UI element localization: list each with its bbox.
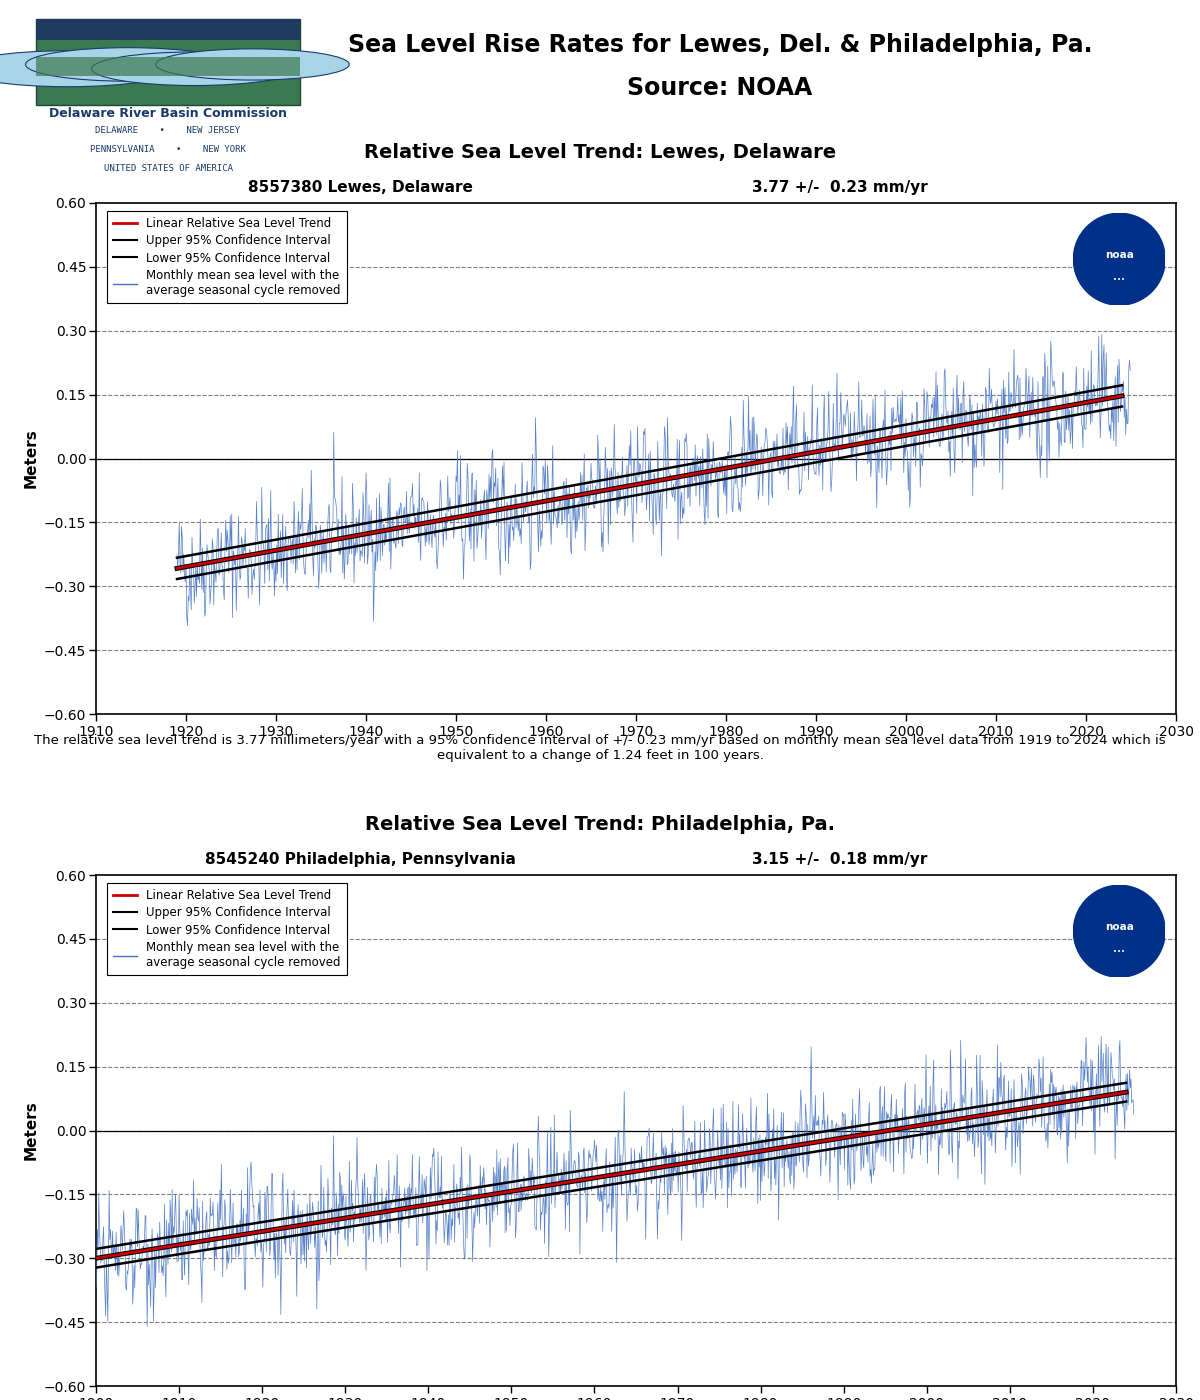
Bar: [36, 20, 300, 39]
Text: The relative sea level trend is 3.77 millimeters/year with a 95% confidence inte: The relative sea level trend is 3.77 mil…: [34, 734, 1166, 762]
Text: Relative Sea Level Trend: Lewes, Delaware: Relative Sea Level Trend: Lewes, Delawar…: [364, 143, 836, 162]
Y-axis label: Meters: Meters: [23, 428, 38, 489]
Text: Source: NOAA: Source: NOAA: [628, 76, 812, 99]
Legend: Linear Relative Sea Level Trend, Upper 95% Confidence Interval, Lower 95% Confid: Linear Relative Sea Level Trend, Upper 9…: [107, 211, 347, 302]
Text: 8557380 Lewes, Delaware: 8557380 Lewes, Delaware: [247, 181, 473, 195]
Text: DELAWARE    •    NEW JERSEY: DELAWARE • NEW JERSEY: [96, 126, 240, 136]
Text: 3.15 +/-  0.18 mm/yr: 3.15 +/- 0.18 mm/yr: [752, 853, 928, 867]
Text: PENNSYLVANIA    •    NEW YORK: PENNSYLVANIA • NEW YORK: [90, 146, 246, 154]
Y-axis label: Meters: Meters: [23, 1100, 38, 1161]
Text: Sea Level Rise Rates for Lewes, Del. & Philadelphia, Pa.: Sea Level Rise Rates for Lewes, Del. & P…: [348, 34, 1092, 57]
Text: Delaware River Basin Commission: Delaware River Basin Commission: [49, 106, 287, 120]
Ellipse shape: [91, 52, 298, 85]
Bar: [36, 57, 300, 76]
Text: UNITED STATES OF AMERICA: UNITED STATES OF AMERICA: [103, 164, 233, 174]
Ellipse shape: [0, 50, 176, 87]
Ellipse shape: [156, 49, 349, 80]
Text: 8545240 Philadelphia, Pennsylvania: 8545240 Philadelphia, Pennsylvania: [204, 853, 516, 867]
Bar: [36, 20, 300, 105]
Legend: Linear Relative Sea Level Trend, Upper 95% Confidence Interval, Lower 95% Confid: Linear Relative Sea Level Trend, Upper 9…: [107, 883, 347, 974]
Ellipse shape: [25, 48, 232, 81]
Text: Relative Sea Level Trend: Philadelphia, Pa.: Relative Sea Level Trend: Philadelphia, …: [365, 815, 835, 834]
Text: 3.77 +/-  0.23 mm/yr: 3.77 +/- 0.23 mm/yr: [752, 181, 928, 195]
